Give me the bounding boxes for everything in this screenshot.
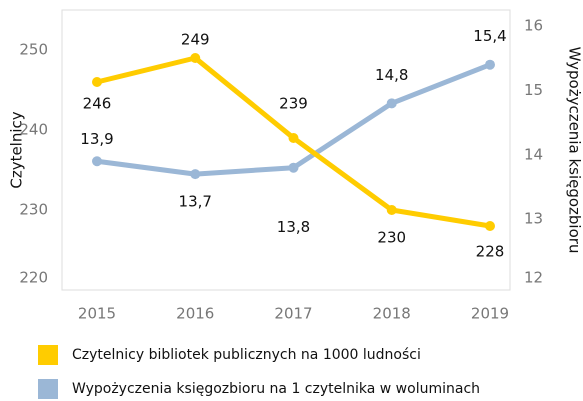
y2-tick-label: 12 bbox=[524, 269, 543, 287]
x-tick-label: 2016 bbox=[176, 305, 214, 323]
point bbox=[485, 221, 495, 231]
data-label: 13,9 bbox=[80, 130, 113, 148]
plot-frame bbox=[61, 9, 511, 291]
point bbox=[386, 98, 397, 109]
x-tick-label: 2018 bbox=[373, 305, 411, 323]
y2-axis-title: Wypożyczenia księgozbioru bbox=[566, 47, 583, 254]
point bbox=[92, 77, 102, 87]
point bbox=[190, 169, 201, 180]
legend-label: Wypożyczenia księgozbioru na 1 czytelnik… bbox=[72, 381, 480, 397]
y2-tick-label: 13 bbox=[524, 210, 543, 228]
data-label: 13,8 bbox=[277, 218, 310, 236]
y2-tick-label: 16 bbox=[524, 17, 543, 35]
y-tick-label: 220 bbox=[19, 269, 48, 287]
data-label: 228 bbox=[476, 243, 505, 261]
data-label: 239 bbox=[279, 95, 308, 113]
y-tick-label: 250 bbox=[19, 41, 48, 59]
point bbox=[92, 156, 102, 167]
y-tick-label: 230 bbox=[19, 201, 48, 219]
x-tick-label: 2017 bbox=[274, 305, 312, 323]
line bbox=[96, 62, 491, 177]
y-axis-title: Czytelnicy bbox=[8, 111, 26, 188]
data-label: 230 bbox=[377, 229, 406, 247]
y2-tick-label: 15 bbox=[524, 81, 543, 99]
data-label: 246 bbox=[83, 95, 112, 113]
legend-label: Czytelnicy bibliotek publicznych na 1000… bbox=[72, 347, 421, 363]
point bbox=[288, 133, 299, 143]
x-tick-label: 2015 bbox=[78, 305, 116, 323]
legend-swatch bbox=[38, 379, 58, 399]
data-label: 15,4 bbox=[473, 27, 506, 45]
data-label: 249 bbox=[181, 31, 210, 49]
y-tick-label: 240 bbox=[19, 121, 48, 139]
point bbox=[288, 162, 299, 173]
data-label: 13,7 bbox=[179, 193, 212, 211]
point bbox=[386, 205, 397, 215]
legend-swatch bbox=[38, 345, 58, 365]
x-tick-label: 2019 bbox=[471, 305, 509, 323]
y2-tick-label: 14 bbox=[524, 145, 543, 163]
data-label: 14,8 bbox=[375, 66, 408, 84]
point bbox=[485, 59, 495, 70]
point bbox=[190, 53, 201, 63]
